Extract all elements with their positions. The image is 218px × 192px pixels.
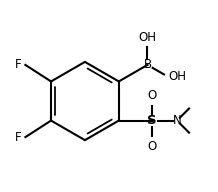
Text: O: O [147,140,157,153]
Text: N: N [173,114,181,127]
Text: O: O [147,89,157,102]
Text: F: F [15,58,21,71]
Text: B: B [143,58,152,71]
Text: OH: OH [138,31,157,44]
Text: S: S [147,114,157,127]
Text: F: F [15,131,21,144]
Text: OH: OH [169,70,186,83]
